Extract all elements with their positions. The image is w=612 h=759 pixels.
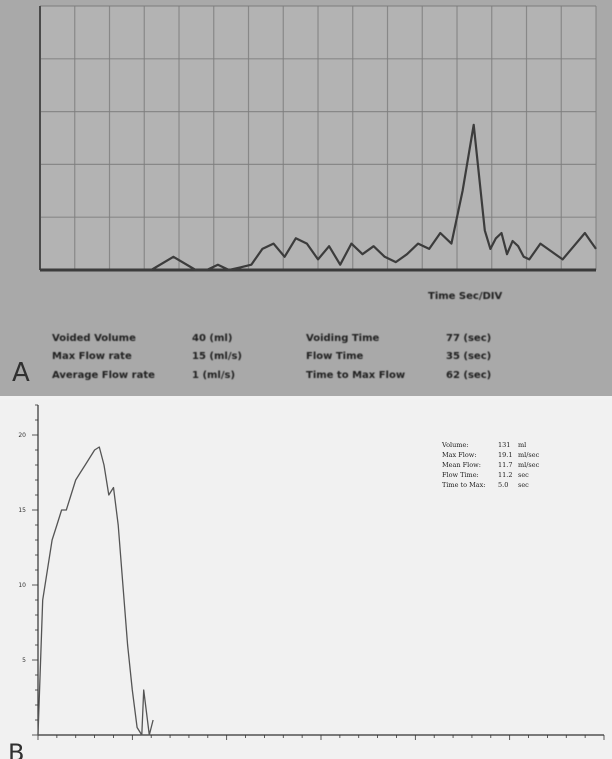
stat-a-value-5: 62 (sec) xyxy=(446,370,492,381)
legend-unit: ml/sec xyxy=(518,451,540,459)
stat-a-value-0: 40 (ml) xyxy=(192,333,233,344)
flow-trace-b xyxy=(37,446,154,736)
chart-a-plot xyxy=(39,5,597,272)
stat-a-label-0: Voided Volume xyxy=(52,333,136,344)
chart-b-plot: 5 10 15 20 xyxy=(18,404,605,740)
legend-label: Time to Max: xyxy=(442,481,486,489)
chart-b-stats-legend: Volume: 131 ml Max Flow: 19.1 ml/sec Mea… xyxy=(442,440,539,490)
legend-value: 19.1 xyxy=(498,451,513,459)
y-tick-label: 10 xyxy=(18,582,26,589)
legend-unit: ml/sec xyxy=(518,461,540,469)
stat-a-value-3: 77 (sec) xyxy=(446,333,492,344)
uroflow-chart-b: 5 10 15 20 Volume: 131 ml Max Flow: 19.1 ml… xyxy=(0,399,612,759)
chart-a-xlabel: Time Sec/DIV xyxy=(428,291,503,302)
legend-unit: sec xyxy=(518,471,529,479)
legend-row: Time to Max: 5.0 sec xyxy=(442,480,539,490)
stat-a-label-3: Voiding Time xyxy=(306,333,380,344)
legend-label: Mean Flow: xyxy=(442,461,481,469)
legend-row: Mean Flow: 11.7 ml/sec xyxy=(442,460,539,470)
uroflow-chart-a: Time Sec/DIV Voided Volume 40 (ml) Max F… xyxy=(0,0,612,398)
legend-value: 11.7 xyxy=(498,461,513,469)
stat-a-label-4: Flow Time xyxy=(306,351,364,362)
y-tick-label: 5 xyxy=(22,657,26,664)
legend-label: Volume: xyxy=(442,441,469,449)
stat-a-value-1: 15 (ml/s) xyxy=(192,351,242,362)
legend-unit: ml xyxy=(518,441,527,449)
stat-a-label-5: Time to Max Flow xyxy=(306,370,406,381)
legend-value: 5.0 xyxy=(498,481,509,489)
legend-label: Flow Time: xyxy=(442,471,479,479)
legend-value: 11.2 xyxy=(498,471,513,479)
legend-label: Max Flow: xyxy=(442,451,477,459)
stat-a-value-2: 1 (ml/s) xyxy=(192,370,236,381)
legend-row: Volume: 131 ml xyxy=(442,440,539,450)
legend-row: Flow Time: 11.2 sec xyxy=(442,470,539,480)
legend-value: 131 xyxy=(498,441,511,449)
stat-a-label-2: Average Flow rate xyxy=(52,370,155,381)
y-tick-label: 20 xyxy=(18,432,26,439)
panel-label-b: B xyxy=(8,739,25,759)
stat-a-label-1: Max Flow rate xyxy=(52,351,132,362)
y-tick-label: 15 xyxy=(18,507,26,514)
flow-trace-a xyxy=(40,123,597,272)
panel-divider xyxy=(0,396,612,399)
stat-a-value-4: 35 (sec) xyxy=(446,351,492,362)
panel-label-a: A xyxy=(12,358,30,388)
legend-unit: sec xyxy=(518,481,529,489)
legend-row: Max Flow: 19.1 ml/sec xyxy=(442,450,539,460)
